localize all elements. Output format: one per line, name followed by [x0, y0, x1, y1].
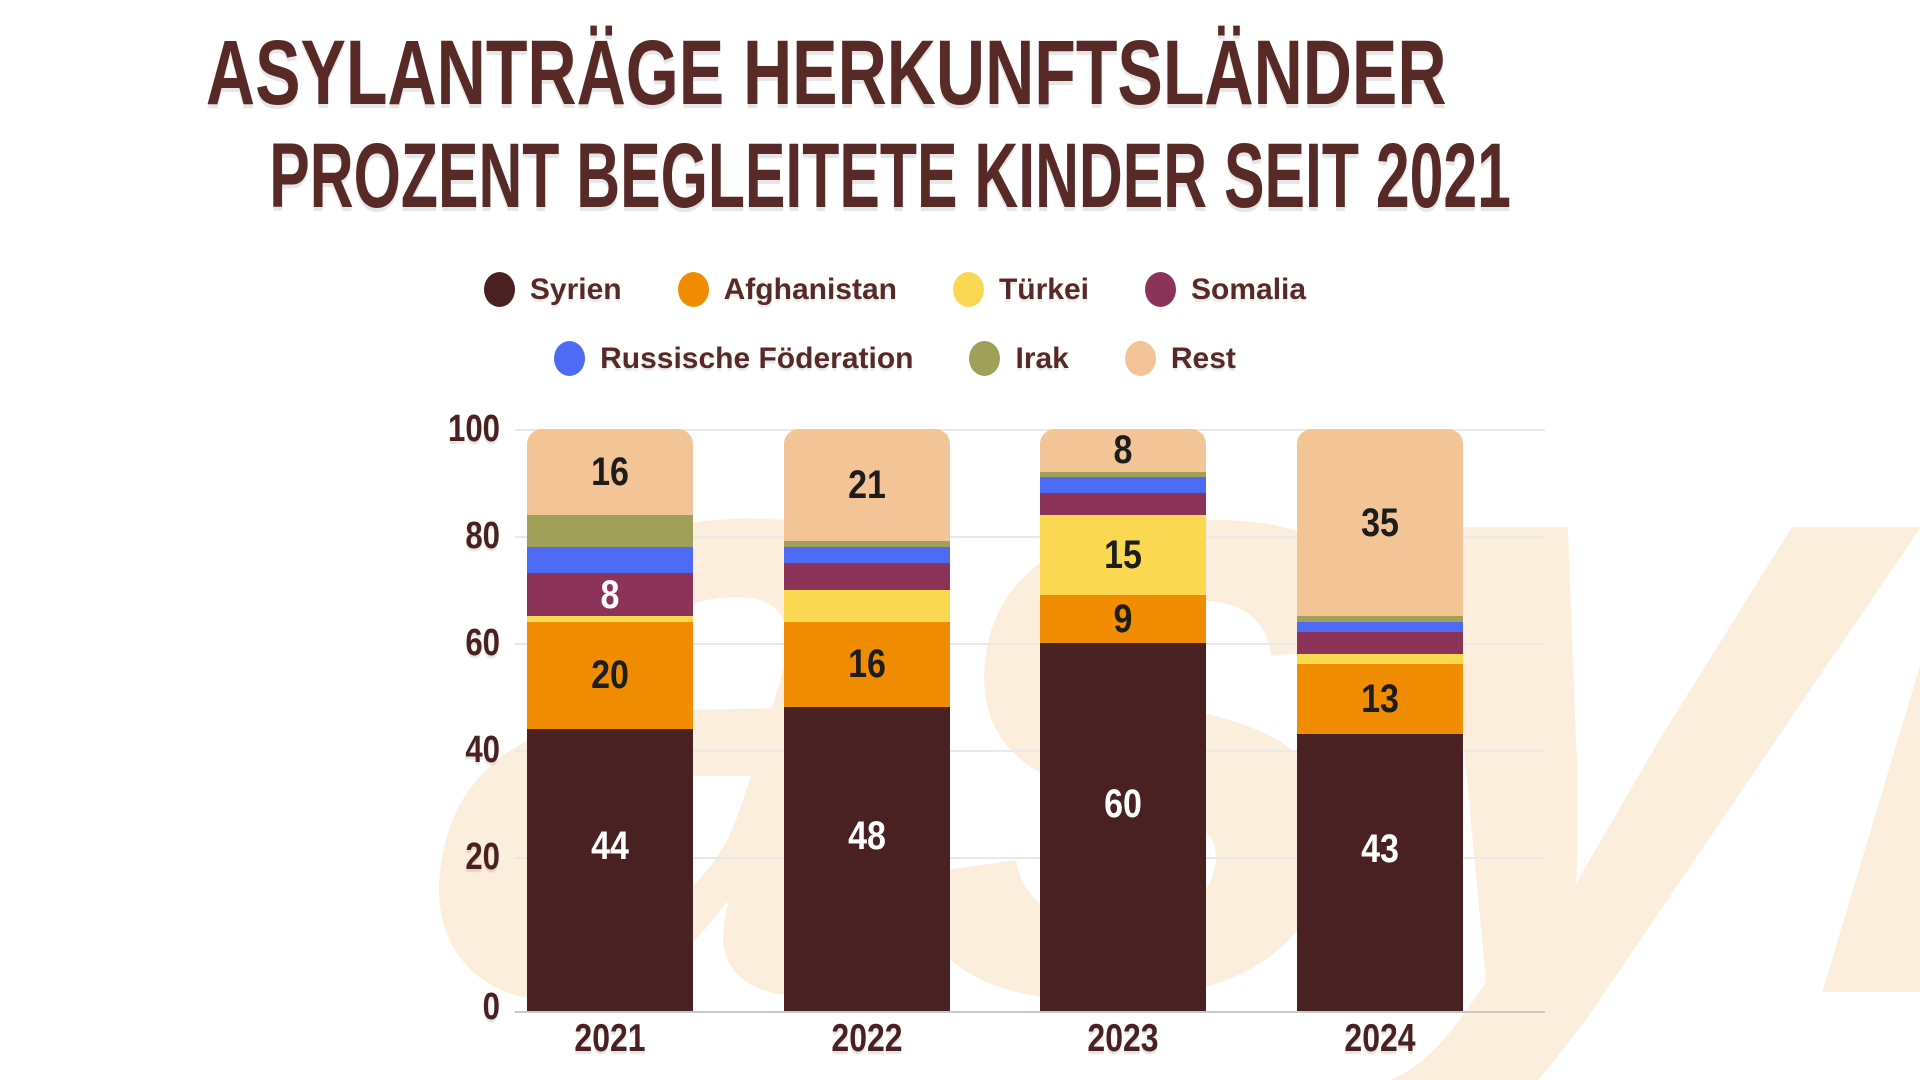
legend-label-afghanistan: Afghanistan [723, 272, 897, 306]
bar-2022-segment-irak [784, 541, 950, 547]
bar-2022: 48 16 21 [784, 429, 950, 1011]
bar-2021-segment-turkei [527, 616, 693, 622]
value-label-2023-turkei: 15 [1104, 532, 1142, 577]
legend: Syrien Afghanistan Türkei Somalia Russische … [65, 272, 1725, 410]
bar-2021-segment-afghanistan: 20 [527, 621, 693, 729]
y-axis-tick-20: 20 [465, 836, 500, 878]
bar-2023-segment-somalia [1040, 493, 1206, 515]
bar-2023-segment-afghanistan: 9 [1040, 594, 1206, 643]
y-axis-tick-60: 60 [465, 622, 500, 664]
bar-2021-segment-rest: 16 [527, 429, 693, 515]
x-axis-label-2021: 2021 [574, 1017, 646, 1060]
value-label-2022-rest: 21 [848, 463, 886, 508]
x-axis-label-2024: 2024 [1344, 1017, 1416, 1060]
bar-2024-segment-afghanistan: 13 [1297, 664, 1463, 734]
title-line-2: PROZENT BEGLEITETE KINDER SEIT 2021 [269, 125, 1511, 227]
bar-2024-segment-somalia [1297, 632, 1463, 654]
bar-2022-segment-turkei [784, 589, 950, 622]
value-label-2024-syrien: 43 [1361, 826, 1399, 871]
value-label-2021-afghanistan: 20 [591, 653, 629, 698]
bar-2021-segment-irak [527, 514, 693, 547]
legend-item-syrien: Syrien [483, 272, 622, 307]
legend-item-turkei: Türkei [952, 272, 1090, 307]
legend-label-turkei: Türkei [998, 272, 1090, 306]
bar-2024-segment-irak [1297, 616, 1463, 622]
bar-2023-segment-russische-foderation [1040, 477, 1206, 494]
title-line-1: ASYLANTRÄGE HERKUNFTSLÄNDER [205, 22, 1447, 124]
value-label-2023-syrien: 60 [1104, 781, 1142, 826]
legend-item-afghanistan: Afghanistan [677, 272, 897, 307]
bar-2022-segment-somalia [784, 562, 950, 590]
russische-foderation-color-dot [554, 341, 586, 376]
legend-item-russische-foderation: Russische Föderation [554, 341, 913, 376]
bar-2021-segment-russische-foderation [527, 546, 693, 574]
bar-2021: 44 20 8 16 [527, 429, 693, 1011]
rest-color-dot [1124, 341, 1156, 376]
bar-2022-segment-rest: 21 [784, 429, 950, 542]
bar-2022-segment-russische-foderation [784, 546, 950, 563]
y-axis-tick-40: 40 [465, 729, 500, 771]
x-axis-label-2022: 2022 [831, 1017, 903, 1060]
legend-item-irak: Irak [969, 341, 1069, 376]
value-label-2021-somalia: 8 [600, 572, 620, 617]
legend-label-irak: Irak [1015, 341, 1069, 375]
bar-2021-segment-somalia: 8 [527, 572, 693, 617]
legend-label-syrien: Syrien [529, 272, 622, 306]
syrien-color-dot [483, 272, 515, 307]
legend-row-2: Russische Föderation Irak Rest [65, 341, 1725, 376]
value-label-2024-rest: 35 [1361, 500, 1399, 545]
bar-2024-segment-syrien: 43 [1297, 733, 1463, 1011]
bar-2023-segment-rest: 8 [1040, 429, 1206, 472]
legend-label-somalia: Somalia [1191, 272, 1307, 306]
value-label-2021-rest: 16 [591, 449, 629, 494]
value-label-2022-afghanistan: 16 [848, 642, 886, 687]
bar-2024-segment-turkei [1297, 653, 1463, 665]
value-label-2022-syrien: 48 [848, 813, 886, 858]
value-label-2024-afghanistan: 13 [1361, 677, 1399, 722]
y-axis-tick-80: 80 [465, 515, 500, 557]
value-label-2023-rest: 8 [1113, 428, 1133, 473]
bar-2023-segment-syrien: 60 [1040, 643, 1206, 1011]
bar-2024: 43 13 35 [1297, 429, 1463, 1011]
value-label-2023-afghanistan: 9 [1113, 596, 1133, 641]
chart-title: ASYLANTRÄGE HERKUNFTSLÄNDER PROZENT BEGL… [0, 22, 1584, 228]
bar-2023: 60 9 15 8 [1040, 429, 1206, 1011]
legend-item-somalia: Somalia [1145, 272, 1306, 307]
bar-2023-segment-turkei: 15 [1040, 514, 1206, 595]
bar-2022-segment-afghanistan: 16 [784, 621, 950, 708]
x-axis-label-2023: 2023 [1087, 1017, 1159, 1060]
bar-2022-segment-syrien: 48 [784, 707, 950, 1011]
gridline-80 [515, 536, 1545, 538]
afghanistan-color-dot [677, 272, 709, 307]
legend-row-1: Syrien Afghanistan Türkei Somalia [65, 272, 1725, 307]
bar-2024-segment-rest: 35 [1297, 429, 1463, 617]
y-axis-tick-100: 100 [448, 408, 500, 450]
bar-2023-segment-irak [1040, 471, 1206, 478]
value-label-2021-syrien: 44 [591, 824, 629, 869]
bar-2024-segment-russische-foderation [1297, 621, 1463, 633]
legend-item-rest: Rest [1124, 341, 1236, 376]
plot-area: 0 20 40 60 80 100 44 20 8 16 2021 48 16 21 2022 60 9 15 8 2… [448, 410, 1545, 1060]
gridline-20 [515, 857, 1545, 859]
gridline-60 [515, 643, 1545, 645]
legend-label-rest: Rest [1170, 341, 1236, 375]
y-axis-tick-0: 0 [482, 986, 500, 1028]
bar-2021-segment-syrien: 44 [527, 728, 693, 1011]
somalia-color-dot [1145, 272, 1177, 307]
legend-label-russische-foderation: Russische Föderation [600, 341, 914, 375]
turkei-color-dot [952, 272, 984, 307]
gridline-100 [515, 429, 1545, 431]
gridline-40 [515, 750, 1545, 752]
irak-color-dot [969, 341, 1001, 376]
